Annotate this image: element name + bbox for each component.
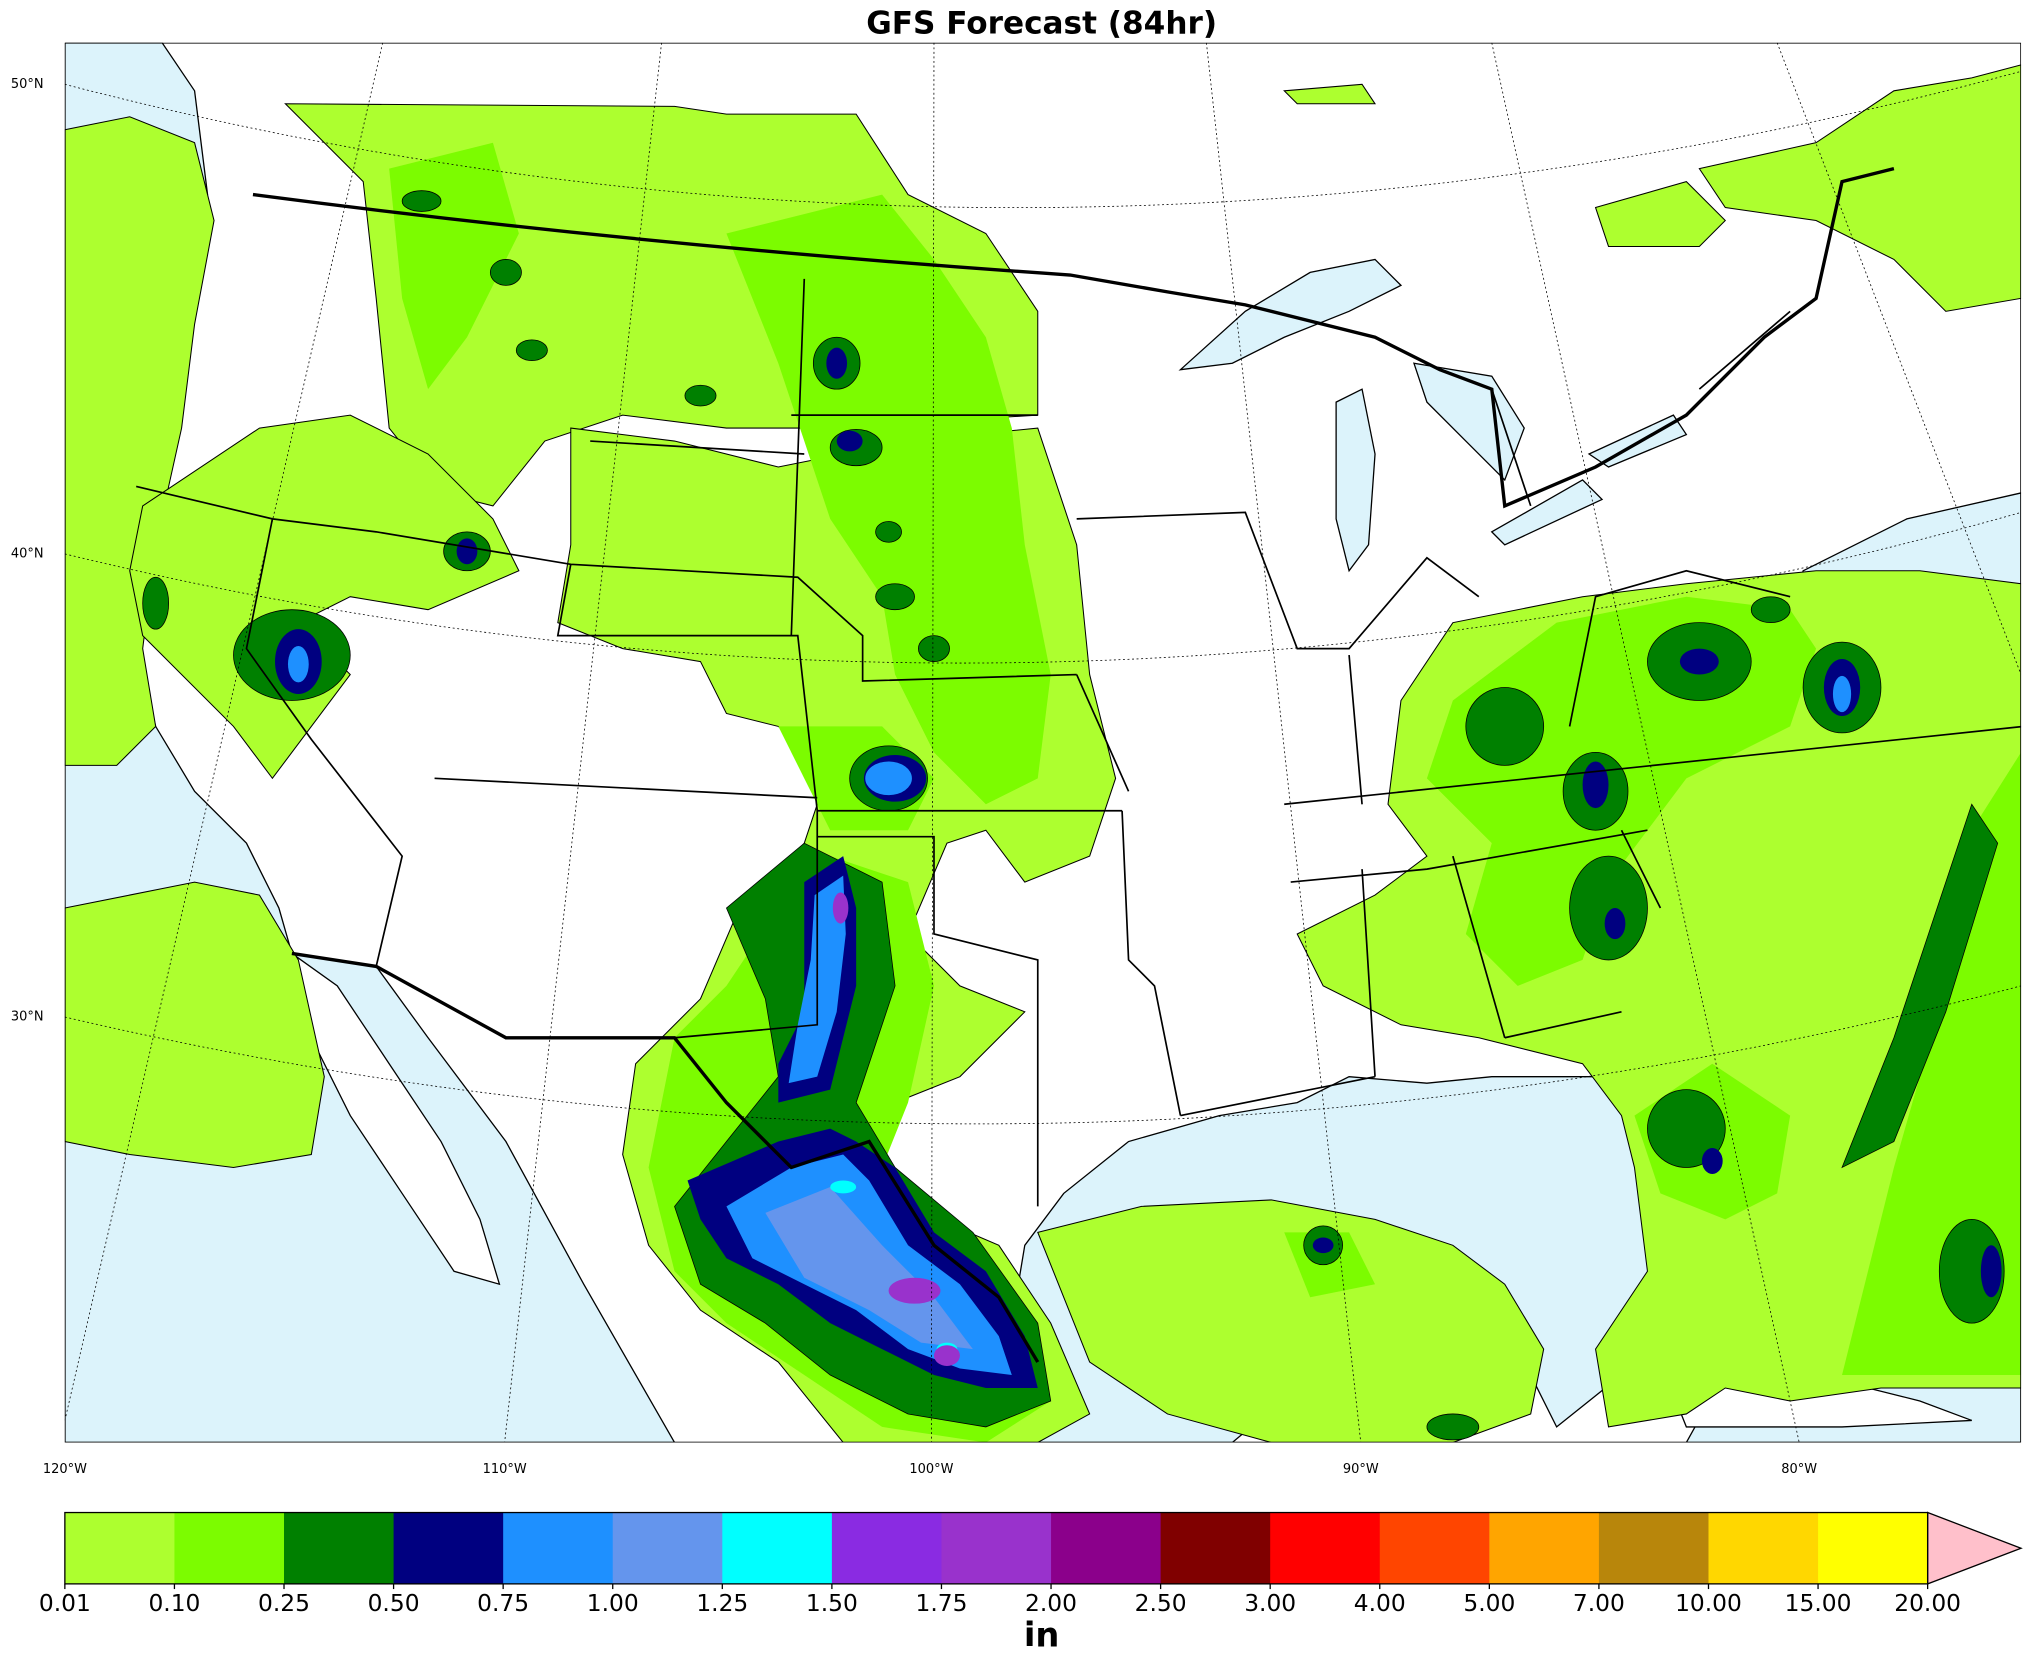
precip-cell: [888, 1277, 941, 1304]
precip-cell: [1604, 908, 1626, 940]
precip-cell: [865, 761, 912, 796]
baja: [290, 951, 501, 1286]
colorbar-tick-label: 5.00: [1463, 1589, 1515, 1617]
colorbar-tick-label: 0.10: [148, 1589, 200, 1617]
colorbar-swatch: [1489, 1512, 1600, 1584]
lake: [1490, 479, 1604, 546]
precip-1.75: [832, 892, 960, 1366]
colorbar-swatch: [941, 1512, 1052, 1584]
colorbar-tick-label: 0.75: [477, 1589, 529, 1617]
precip-cell: [1465, 687, 1545, 766]
colorbar-tick-label: 1.00: [587, 1589, 639, 1617]
colorbar-swatch: [1818, 1512, 1929, 1584]
title: GFS Forecast (84hr): [866, 6, 1217, 42]
colorbar-label: in: [1024, 1616, 1060, 1655]
graticule: [64, 42, 2022, 1443]
colorbar-swatch: [1270, 1512, 1381, 1584]
precip-cell: [684, 384, 717, 407]
colorbar-tick-label: 20.00: [1894, 1589, 1961, 1617]
precip-cell: [1569, 855, 1648, 961]
lon-label: 90°W: [1343, 1462, 1379, 1477]
precip-cell: [875, 583, 915, 611]
colorbar-swatch: [722, 1512, 833, 1584]
precip-cell: [826, 347, 848, 379]
colorbar-tick-label: 0.25: [258, 1589, 310, 1617]
colorbar-swatch: [393, 1512, 504, 1584]
precip-cell: [142, 576, 170, 630]
precip-cell: [1980, 1245, 2002, 1298]
colorbar-swatch: [64, 1512, 176, 1584]
lon-label: 80°W: [1781, 1462, 1817, 1477]
lat-label: 40°N: [11, 546, 44, 561]
colorbar-swatch: [1598, 1512, 1710, 1584]
colorbar-tick-label: 0.01: [39, 1589, 91, 1617]
precip-cell: [1647, 1089, 1726, 1168]
colorbar-tick-label: 3.00: [1244, 1589, 1296, 1617]
colorbar-frame: [64, 1511, 1929, 1585]
precip-cell: [1312, 1237, 1334, 1254]
colorbar-tick-label: 4.00: [1354, 1589, 1406, 1617]
precip-cell: [836, 430, 863, 452]
precip-cell: [515, 339, 548, 362]
precip-cell: [832, 892, 849, 924]
lon-label: 120°W: [43, 1462, 87, 1477]
colorbar-tick-label: 1.50: [806, 1589, 858, 1617]
colorbar-tick-label: 0.50: [368, 1589, 420, 1617]
colorbar-tick-label: 10.00: [1675, 1589, 1742, 1617]
precip-cell: [1938, 1218, 2005, 1324]
map: [64, 42, 2022, 1443]
precip-1.00: [765, 1186, 973, 1350]
lat-label: 30°N: [11, 1010, 44, 1025]
colorbar-swatch: [831, 1512, 943, 1584]
colorbar-tick-label: 2.50: [1135, 1589, 1187, 1617]
lon-label: 110°W: [483, 1462, 527, 1477]
precip-cell: [1582, 761, 1609, 809]
colorbar-extension: [1926, 1511, 2023, 1585]
lake: [1412, 362, 1525, 482]
precip-cell: [1679, 648, 1719, 675]
colorbar-tick-label: 15.00: [1785, 1589, 1852, 1617]
colorbar-tick-label: 2.00: [1025, 1589, 1077, 1617]
lon-label: 100°W: [909, 1462, 953, 1477]
precip-cell: [875, 521, 902, 543]
colorbar-swatch: [284, 1512, 395, 1584]
lake: [1335, 388, 1376, 573]
axis-labels: 50°N 40°N 30°N 120°W 110°W 100°W 90°W 80°W: [11, 77, 1817, 1477]
precip-cell: [456, 538, 478, 565]
borders: [136, 166, 2022, 1363]
colorbar-swatch: [503, 1512, 614, 1584]
precip-cell: [287, 646, 309, 683]
precip-cell: [1426, 1413, 1480, 1441]
colorbar-tick-label: 7.00: [1573, 1589, 1625, 1617]
colorbar-swatch: [174, 1512, 285, 1584]
colorbar-tick-label: 1.25: [696, 1589, 748, 1617]
colorbar-swatch: [1051, 1512, 1162, 1584]
precip-cell: [1832, 675, 1852, 713]
precip-cell: [933, 1345, 960, 1366]
precip-cell: [918, 635, 950, 662]
precip-cell: [401, 190, 442, 212]
colorbar-swatch: [1160, 1512, 1271, 1584]
precip-cell: [1750, 596, 1791, 624]
colorbar-swatch: [1708, 1512, 1819, 1584]
precip-cell: [830, 1180, 857, 1194]
colorbar-swatch: [612, 1512, 723, 1584]
colorbar: 0.01 0.10 0.25 0.50 0.75 1.00 1.25 1.50 1.75 2.00…: [39, 1511, 2023, 1617]
precip-cell: [489, 259, 522, 286]
figure: GFS Forecast (84hr): [11, 6, 2023, 1655]
colorbar-swatch: [1379, 1512, 1490, 1584]
precip-cell: [1701, 1148, 1723, 1174]
colorbar-tick-label: 1.75: [915, 1589, 967, 1617]
lat-label: 50°N: [11, 77, 44, 92]
